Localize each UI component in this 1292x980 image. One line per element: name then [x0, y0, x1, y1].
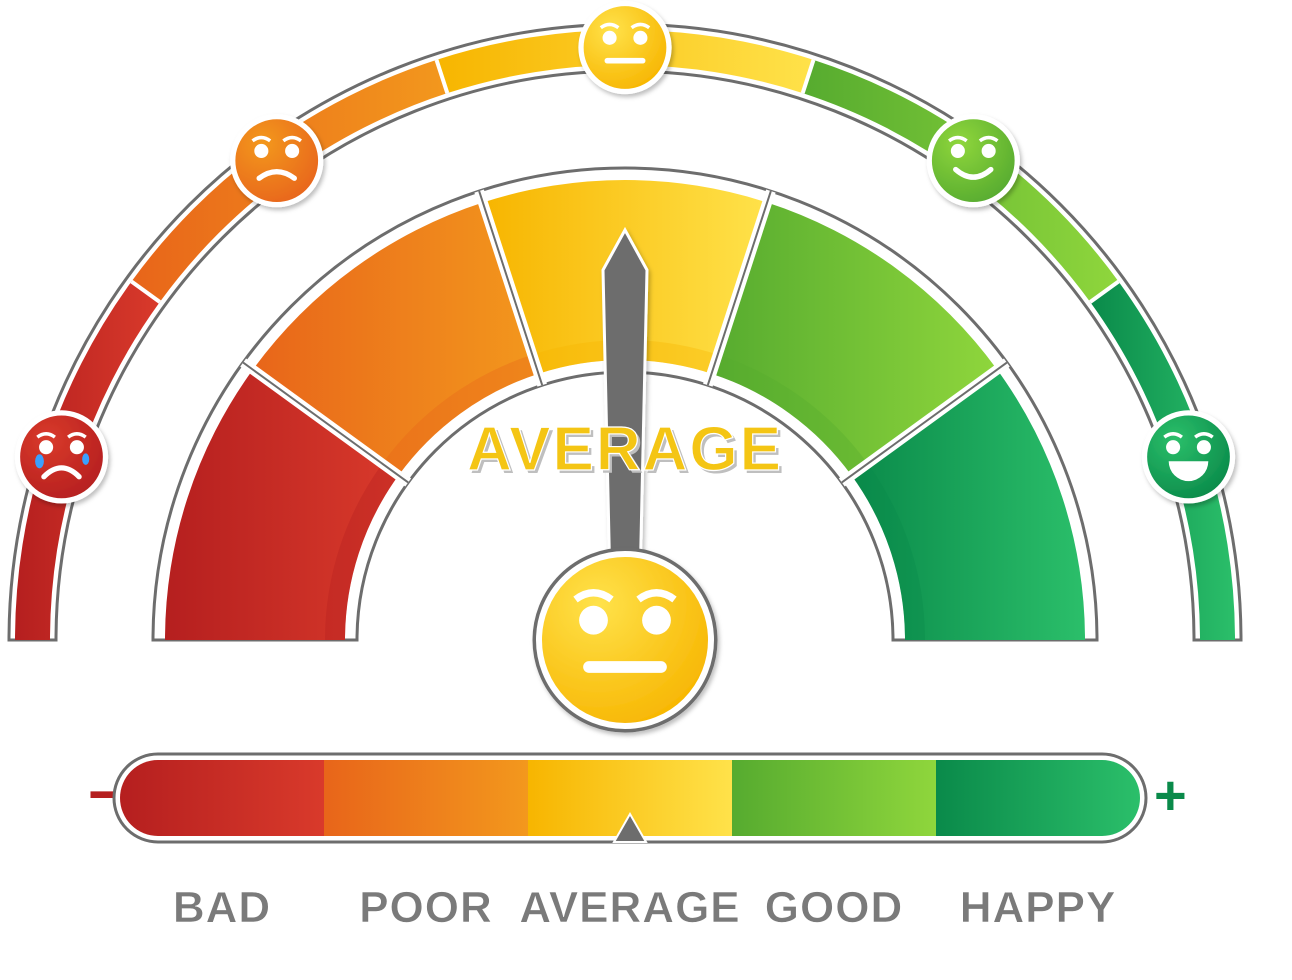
- gauge-svg: AVERAGEAVERAGE−+BADPOORAVERAGEGOODHAPPY: [0, 0, 1292, 980]
- satisfaction-gauge-infographic: { "canvas": { "width": 1292, "height": 9…: [0, 0, 1292, 980]
- cry-face-icon: [17, 413, 105, 501]
- scale-label-poor: POOR: [359, 883, 493, 932]
- bar-seg-happy: [936, 760, 1140, 836]
- svg-text:AVERAGE: AVERAGE: [467, 415, 783, 484]
- scale-label-average: AVERAGE: [519, 883, 740, 932]
- scale-label-happy: HAPPY: [960, 883, 1117, 932]
- neutral-face-icon: [581, 4, 669, 92]
- center-label: AVERAGEAVERAGE: [467, 415, 786, 487]
- laugh-face-icon: [1145, 413, 1233, 501]
- scale-label-bad: BAD: [173, 883, 271, 932]
- bar-seg-poor: [324, 760, 528, 836]
- linear-scale: −+BADPOORAVERAGEGOODHAPPY: [88, 754, 1187, 932]
- neutral-face-icon: [535, 550, 715, 730]
- bar-seg-bad: [120, 760, 324, 836]
- bar-seg-good: [732, 760, 936, 836]
- scale-label-good: GOOD: [765, 883, 903, 932]
- plus-icon: +: [1154, 764, 1187, 827]
- smile-face-icon: [929, 117, 1017, 205]
- frown-face-icon: [233, 117, 321, 205]
